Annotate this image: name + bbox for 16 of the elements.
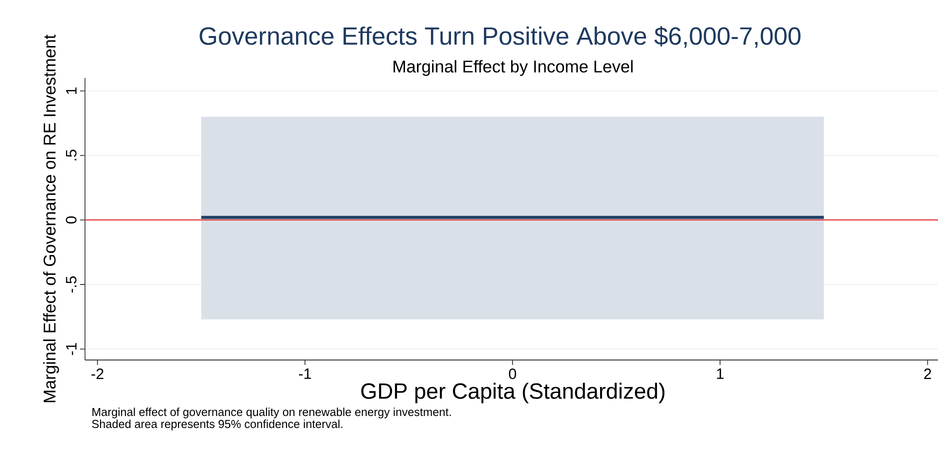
y-tick-label: 1 [66, 87, 76, 94]
x-tick-label: -2 [91, 368, 104, 379]
x-tick-label: -1 [298, 368, 311, 379]
x-tick-label: 1 [717, 368, 724, 379]
text: Shaded area represents 95% confidence interval. [92, 420, 342, 430]
y-tick-label: 0 [66, 216, 76, 224]
y-tick-label: .5 [66, 150, 76, 160]
y-tick-label: -.5 [66, 276, 76, 293]
text: Marginal effect of governance quality on renewable energy investment. [92, 408, 451, 418]
x-axis-title: GDP per Capita (Standardized) [361, 382, 664, 404]
chart-subtitle: Marginal Effect by Income Level [394, 60, 633, 76]
y-axis-title: Marginal Effect of Governance on RE Investment [43, 34, 59, 402]
x-tick-label: 2 [924, 368, 932, 379]
y-tick-label: -1 [66, 343, 76, 356]
chart-title: Governance Effects Turn Positive Above $6,000-7,000 [200, 26, 800, 48]
x-tick-label: 0 [508, 368, 516, 380]
